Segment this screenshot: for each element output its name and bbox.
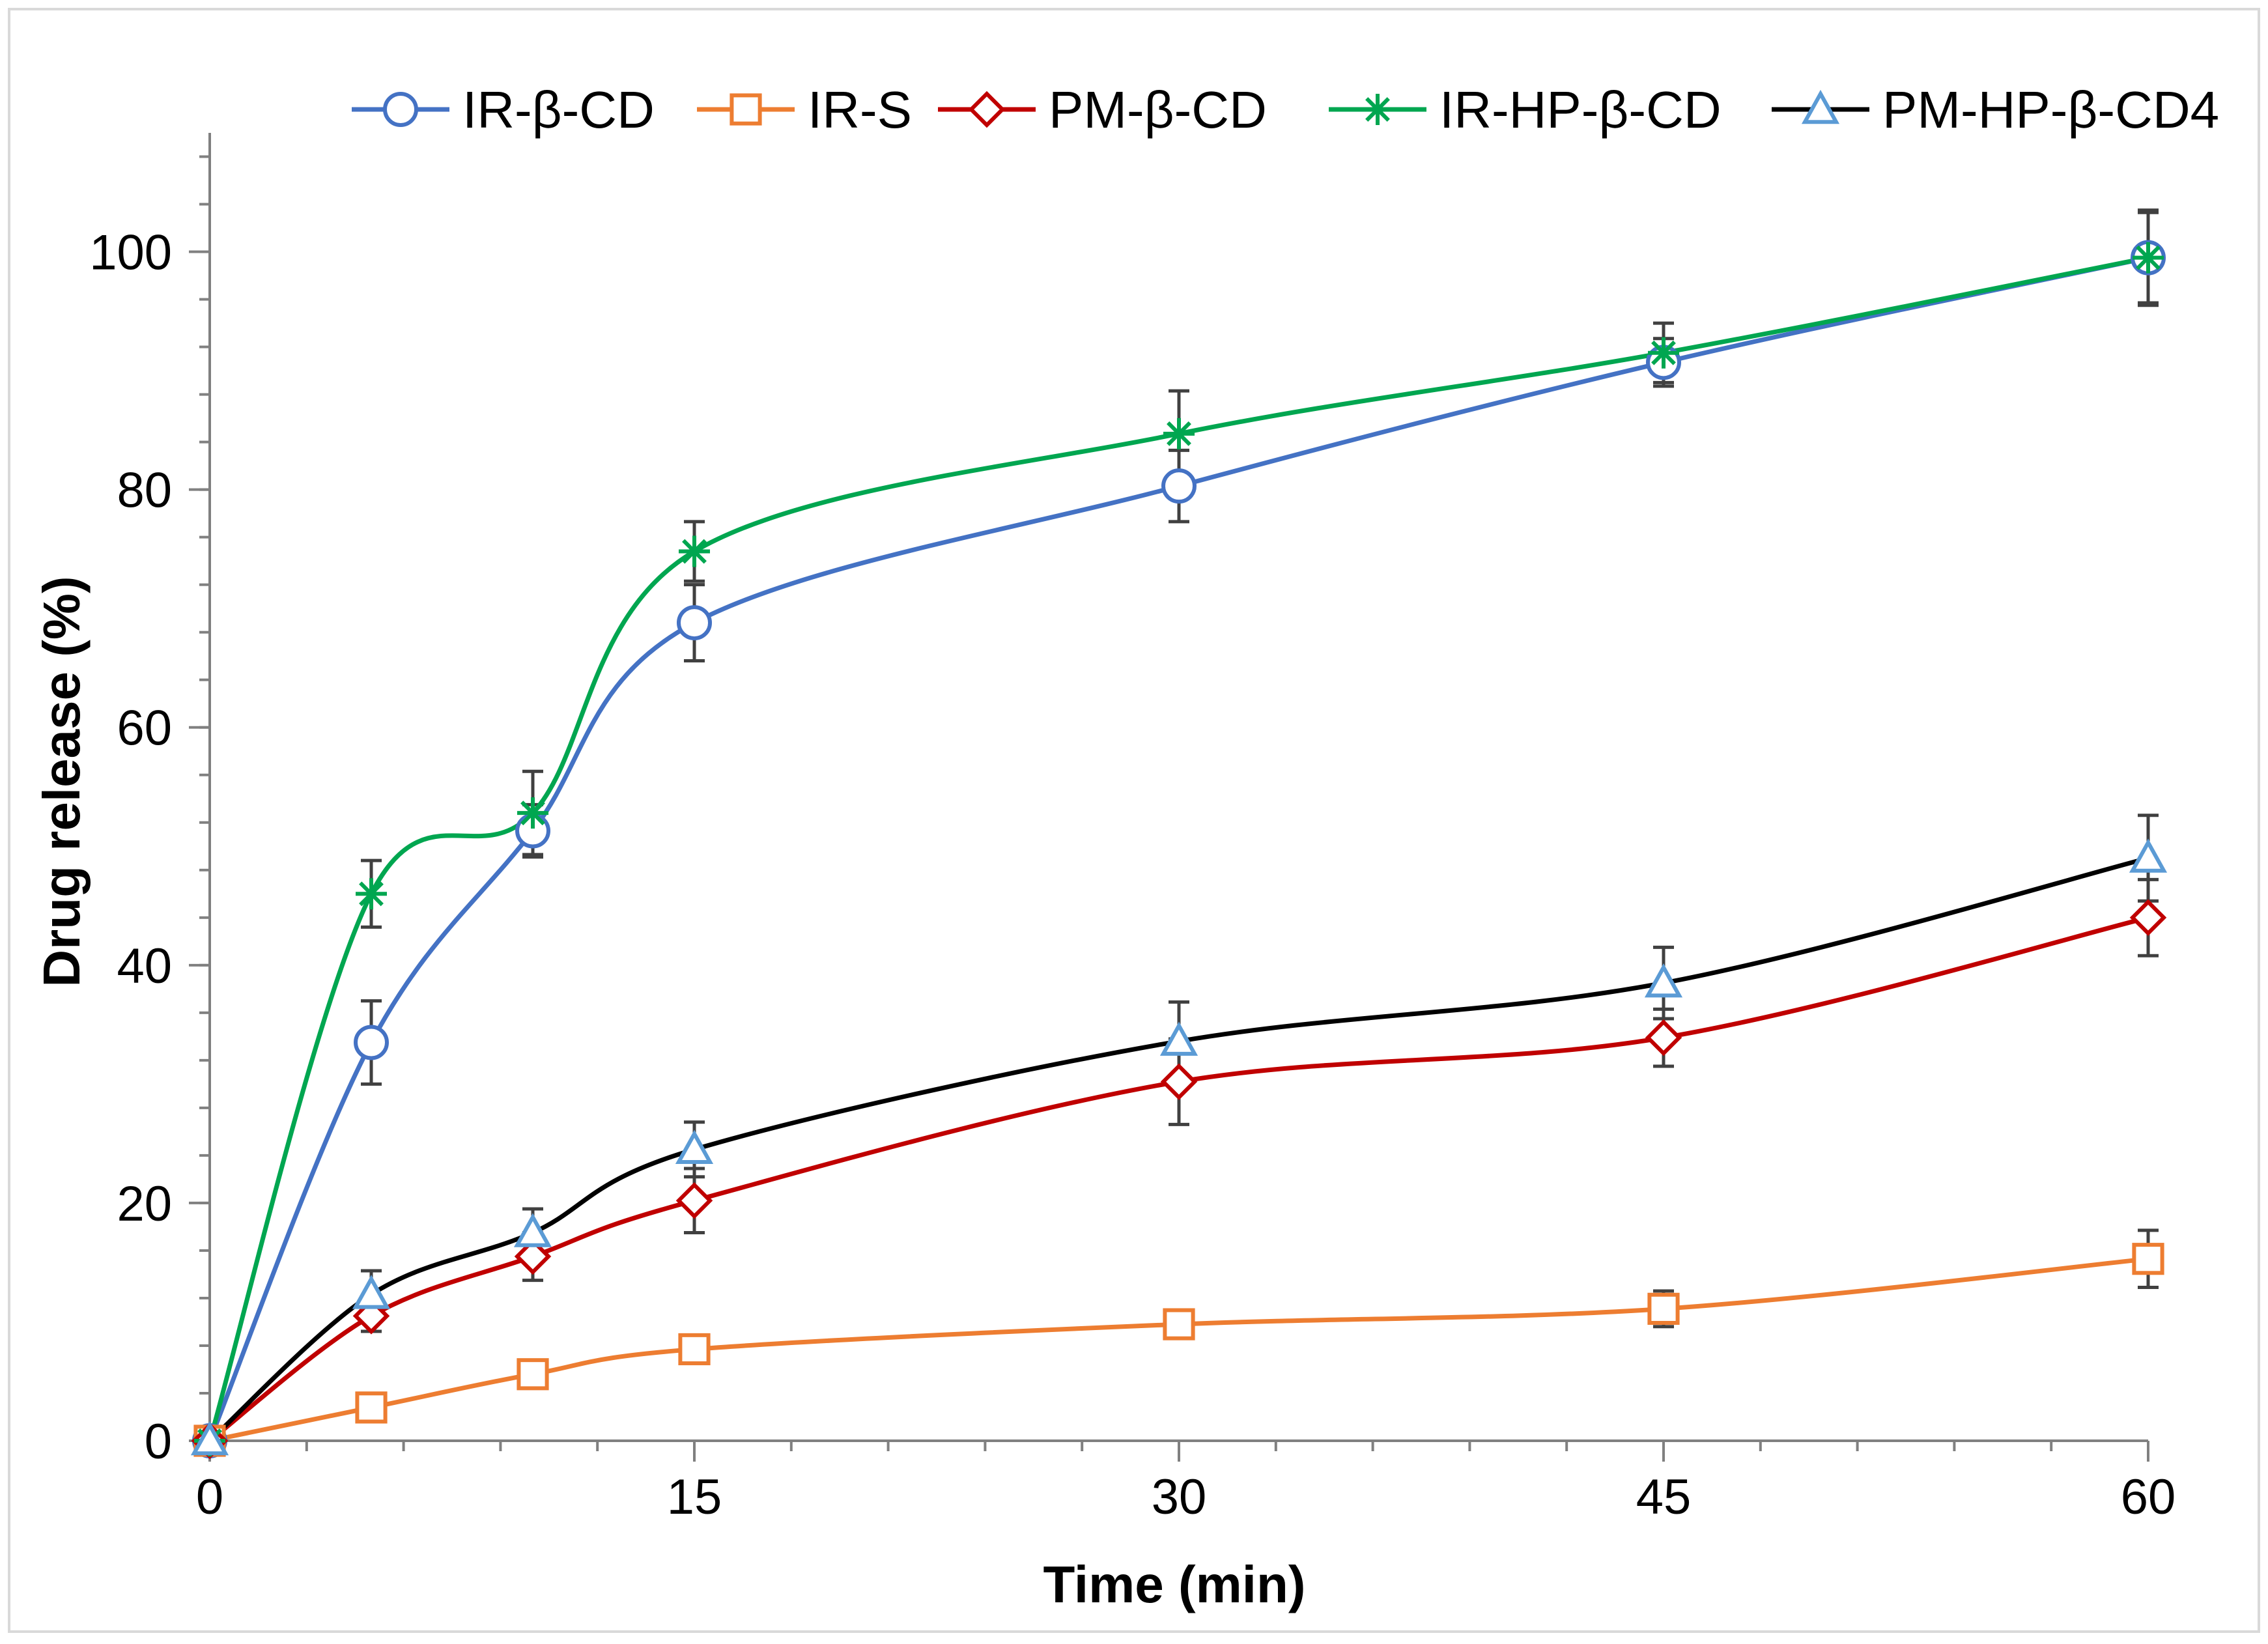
data-point — [1161, 468, 1197, 504]
x-tick-label: 45 — [1636, 1469, 1692, 1525]
data-point — [1648, 337, 1679, 369]
legend-label: IR-β-CD — [462, 81, 655, 139]
data-point — [1160, 1063, 1198, 1100]
legend-label: IR-HP-β-CD — [1439, 81, 1722, 139]
series-line — [207, 1256, 2151, 1443]
series-markers — [190, 240, 2168, 1460]
data-point — [679, 535, 710, 567]
legend: IR-β-CD IR-S PM-β-CD IR-HP-β-CD PM-HP-β-CD4 — [352, 81, 2219, 139]
x-axis-title: Time (min) — [1043, 1555, 1305, 1613]
legend-label: IR-S — [808, 81, 912, 139]
axes: 0 15 30 45 60 0 20 40 60 80 100 — [89, 133, 2176, 1525]
data-point — [1645, 1019, 1682, 1056]
data-point — [675, 1182, 713, 1219]
data-point — [678, 1333, 711, 1366]
data-point — [513, 1213, 552, 1247]
y-tick-label: 20 — [117, 1176, 172, 1232]
x-tick-label: 60 — [2121, 1469, 2176, 1525]
y-tick-label: 80 — [117, 463, 172, 518]
data-point — [1163, 1308, 1195, 1340]
legend-marker — [730, 93, 762, 126]
y-tick-label: 40 — [117, 939, 172, 994]
y-axis-title: Drug release (%) — [33, 576, 91, 987]
series-line — [207, 856, 2151, 1443]
series-line — [207, 915, 2151, 1443]
data-point — [1159, 1021, 1198, 1056]
legend-label: PM-HP-β-CD4 — [1882, 81, 2219, 139]
data-point — [2129, 838, 2168, 873]
data-point — [2132, 1243, 2164, 1275]
legend-marker — [968, 91, 1006, 128]
data-point — [2133, 242, 2164, 274]
data-point — [517, 797, 548, 829]
data-point — [675, 1129, 714, 1164]
data-point — [517, 1358, 549, 1391]
data-point — [1163, 418, 1195, 449]
data-point — [190, 1421, 229, 1456]
data-point — [1644, 963, 1683, 998]
data-point — [355, 1391, 388, 1424]
y-tick-label: 0 — [145, 1414, 172, 1469]
series-lines — [207, 255, 2151, 1443]
data-point — [1647, 1292, 1680, 1325]
x-tick-label: 15 — [667, 1469, 722, 1525]
legend-label: PM-β-CD — [1049, 81, 1267, 139]
legend-marker — [1362, 94, 1393, 125]
x-tick-label: 30 — [1152, 1469, 1207, 1525]
chart-border — [8, 8, 2260, 1633]
legend-marker — [383, 92, 418, 127]
data-point — [352, 1275, 391, 1309]
y-tick-label: 60 — [117, 701, 172, 756]
data-point — [2129, 899, 2167, 937]
data-point — [356, 878, 387, 910]
x-tick-label: 0 — [196, 1469, 223, 1525]
data-point — [514, 1238, 552, 1275]
y-tick-label: 100 — [89, 225, 172, 281]
legend-marker — [1801, 89, 1840, 124]
data-point — [354, 1025, 389, 1060]
data-point — [677, 605, 712, 641]
